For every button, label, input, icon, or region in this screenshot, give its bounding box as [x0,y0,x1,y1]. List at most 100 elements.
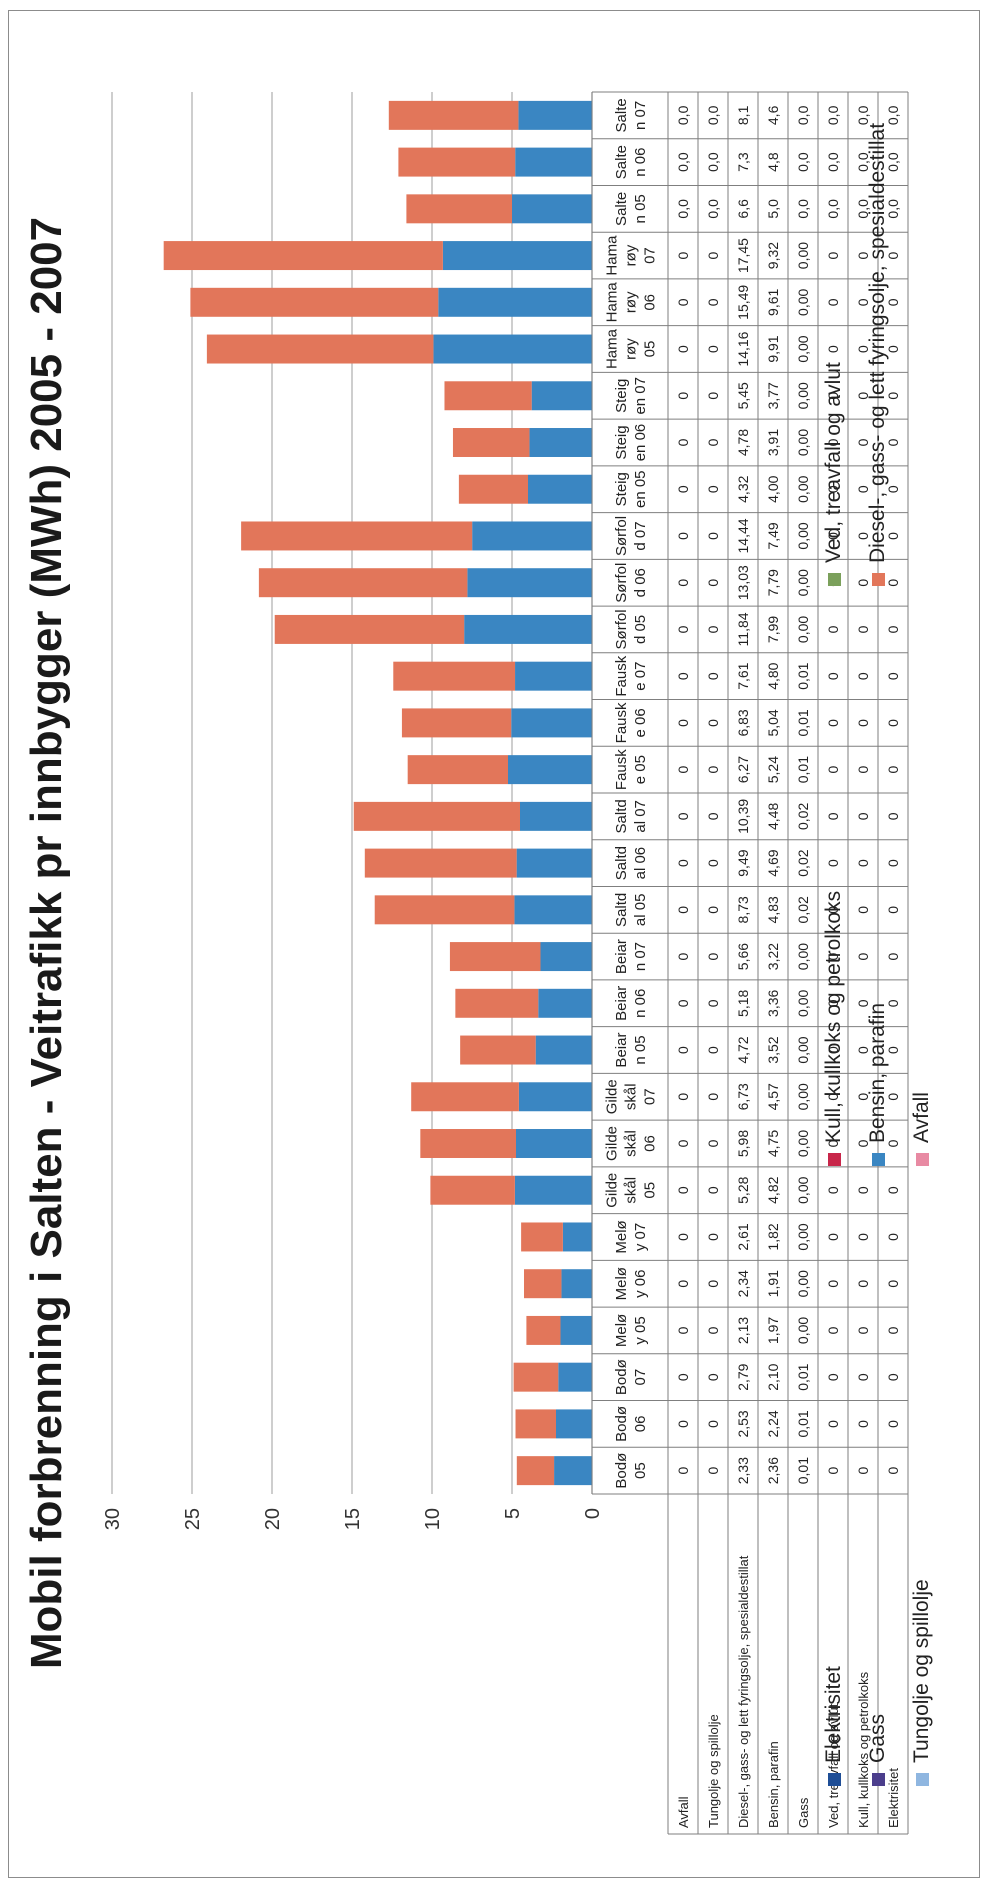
table-cell-3-14: 4,48 [765,803,781,830]
table-cell-4-3: 0,00 [795,1317,811,1344]
bar-diesel-gass-og-lett-fyringsolje-spesialdestillat-25 [190,287,439,317]
table-cell-2-10: 5,18 [735,989,751,1016]
table-cell-1-11: 0 [705,952,721,960]
bar-diesel-gass-og-lett-fyringsolje-spesialdestillat-7 [420,1129,517,1158]
table-cell-3-15: 5,24 [765,756,781,783]
table-cell-1-29: 0,0 [705,105,721,125]
table-cell-1-23: 0 [705,392,721,400]
table-cell-7-16: 0 [885,719,901,727]
table-row-label-7: Elektrisitet [886,1768,901,1828]
table-cell-0-6: 0 [675,1186,691,1194]
table-cell-7-3: 0 [885,1326,901,1334]
table-cell-7-2: 0 [885,1373,901,1381]
table-cell-4-15: 0,01 [795,756,811,783]
table-cell-6-6: 0 [855,1186,871,1194]
table-cell-0-23: 0 [675,392,691,400]
table-cell-4-5: 0,00 [795,1223,811,1250]
table-cell-6-11: 0 [855,952,871,960]
table-cell-5-23: 0 [825,392,841,400]
table-cell-4-12: 0,02 [795,896,811,923]
bar-bensin-parafin-3 [560,1315,592,1345]
table-cell-7-9: 0 [885,1046,901,1054]
table-cell-2-12: 8,73 [735,896,751,923]
table-cell-3-0: 2,36 [765,1457,781,1484]
bar-diesel-gass-og-lett-fyringsolje-spesialdestillat-17 [393,661,516,691]
table-cell-5-27: 0,0 [825,199,841,219]
table-cell-0-25: 0 [675,298,691,306]
table-cell-3-6: 4,82 [765,1176,781,1203]
table-cell-3-25: 9,61 [765,288,781,315]
table-cell-2-7: 5,98 [735,1130,751,1157]
table-cell-6-18: 0 [855,625,871,633]
table-cell-2-17: 7,61 [735,662,751,689]
table-cell-6-14: 0 [855,812,871,820]
table-cell-7-6: 0 [885,1186,901,1194]
category-label-26: Hama røy 07 [604,235,659,276]
table-row-label-5: Ved, treavfall og avlut [826,1703,841,1828]
table-cell-6-13: 0 [855,859,871,867]
table-cell-4-21: 0,00 [795,475,811,502]
table-cell-7-11: 0 [885,952,901,960]
table-cell-7-15: 0 [885,766,901,774]
table-cell-6-25: 0 [855,298,871,306]
category-label-20: Sørfol d 07 [613,516,649,556]
table-cell-1-19: 0 [705,579,721,587]
table-cell-4-10: 0,00 [795,989,811,1016]
table-cell-3-28: 4,8 [765,152,781,172]
table-cell-3-2: 2,10 [765,1363,781,1390]
table-cell-6-24: 0 [855,345,871,353]
table-cell-5-0: 0 [825,1467,841,1475]
table-cell-5-11: 0 [825,952,841,960]
table-cell-7-7: 0 [885,1139,901,1147]
bar-bensin-parafin-28 [515,147,593,177]
table-cell-2-4: 2,34 [735,1270,751,1297]
table-cell-1-3: 0 [705,1326,721,1334]
table-cell-4-9: 0,00 [795,1036,811,1063]
table-cell-4-2: 0,01 [795,1363,811,1390]
category-label-19: Sørfol d 06 [613,563,649,603]
table-cell-4-16: 0,01 [795,709,811,736]
table-cell-0-1: 0 [675,1420,691,1428]
category-label-27: Salte n 05 [613,192,649,226]
table-cell-7-0: 0 [885,1467,901,1475]
bar-diesel-gass-og-lett-fyringsolje-spesialdestillat-5 [521,1222,563,1252]
table-cell-4-6: 0,00 [795,1176,811,1203]
bar-bensin-parafin-11 [540,942,592,972]
table-cell-5-18: 0 [825,625,841,633]
table-cell-0-26: 0 [675,251,691,259]
bar-bensin-parafin-24 [433,334,592,364]
table-cell-2-1: 2,53 [735,1410,751,1437]
table-cell-2-14: 10,39 [735,799,751,834]
table-cell-0-8: 0 [675,1093,691,1101]
category-label-21: Steig en 05 [613,470,649,508]
table-cell-5-25: 0 [825,298,841,306]
y-tick-label-20: 20 [262,1508,284,1530]
table-cell-1-17: 0 [705,672,721,680]
y-tick-label-10: 10 [422,1508,444,1530]
table-cell-3-24: 9,91 [765,335,781,362]
table-cell-5-7: 0 [825,1139,841,1147]
table-cell-7-24: 0 [885,345,901,353]
table-cell-5-2: 0 [825,1373,841,1381]
table-cell-7-18: 0 [885,625,901,633]
table-cell-2-26: 17,45 [735,238,751,273]
category-label-3: Melø y 05 [613,1314,649,1347]
table-cell-5-6: 0 [825,1186,841,1194]
table-cell-4-0: 0,01 [795,1457,811,1484]
category-label-6: Gilde skål 05 [604,1173,659,1208]
table-cell-5-29: 0,0 [825,105,841,125]
table-cell-6-21: 0 [855,485,871,493]
table-cell-0-7: 0 [675,1139,691,1147]
table-cell-0-22: 0 [675,438,691,446]
table-cell-6-26: 0 [855,251,871,259]
y-tick-label-5: 5 [502,1508,524,1519]
bar-bensin-parafin-10 [538,988,592,1018]
y-tick-label-30: 30 [102,1508,124,1530]
table-cell-7-29: 0,0 [885,105,901,125]
table-cell-1-15: 0 [705,766,721,774]
table-cell-6-9: 0 [855,1046,871,1054]
table-cell-1-0: 0 [705,1467,721,1475]
table-cell-6-19: 0 [855,579,871,587]
table-cell-0-20: 0 [675,532,691,540]
